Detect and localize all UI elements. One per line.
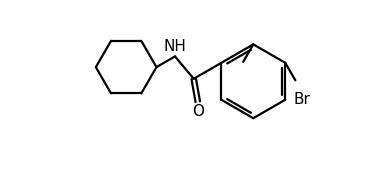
Text: Br: Br: [294, 92, 311, 107]
Text: O: O: [192, 104, 204, 119]
Text: NH: NH: [163, 39, 186, 54]
